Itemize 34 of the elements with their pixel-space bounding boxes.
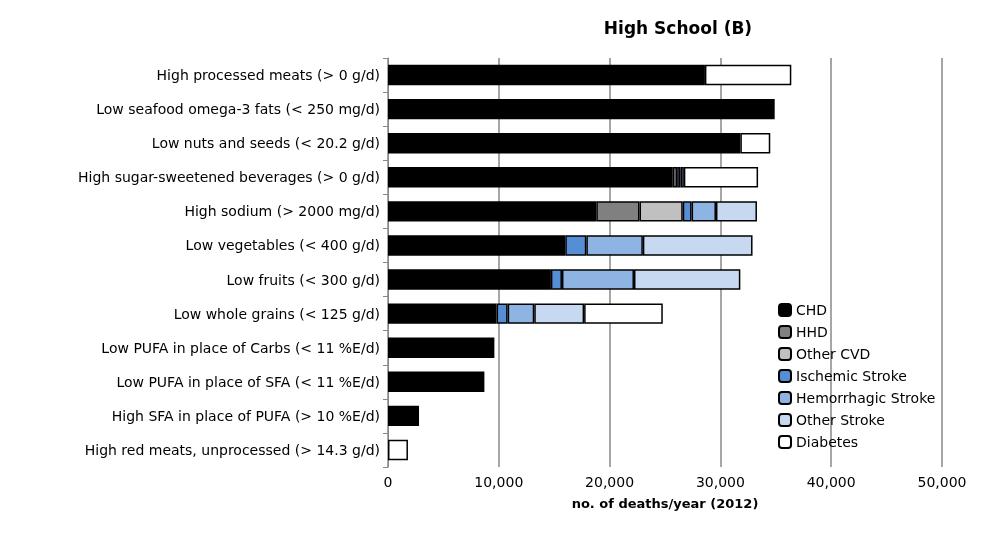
bar <box>683 167 759 188</box>
legend-label: Ischemic Stroke <box>796 368 907 384</box>
legend-label: CHD <box>796 302 828 318</box>
x-tick-label: 20,000 <box>585 474 635 490</box>
y-tick-label: Low vegetables (< 400 g/d) <box>185 237 380 254</box>
y-tick-label: High sodium (> 2000 mg/d) <box>184 203 380 220</box>
y-tick-label: Low seafood omega-3 fats (< 250 mg/d) <box>96 101 380 118</box>
bar <box>388 371 485 393</box>
bar <box>388 98 775 120</box>
bar <box>388 439 408 461</box>
y-tick-label: Low PUFA in place of SFA (< 11 %E/d) <box>116 373 380 390</box>
legend-label: Diabetes <box>796 434 859 450</box>
y-tick-label: Low whole grains (< 125 g/d) <box>173 305 380 322</box>
bar <box>388 167 673 188</box>
x-tick-label: 10,000 <box>474 474 524 490</box>
x-axis-title: no. of deaths/year (2012) <box>571 496 759 511</box>
y-tick-label: High SFA in place of PUFA (> 10 %E/d) <box>111 407 380 424</box>
x-tick-label: 40,000 <box>806 474 856 490</box>
legend-label: Other CVD <box>796 346 871 362</box>
y-tick-label: Low fruits (< 300 g/d) <box>226 271 380 288</box>
y-tick-label: High processed meats (> 0 g/d) <box>156 67 380 84</box>
legend-label: Hemorrhagic Stroke <box>796 390 936 406</box>
y-tick-label: Low PUFA in place of Carbs (< 11 %E/d) <box>101 339 380 356</box>
legend-label: Other Stroke <box>796 412 885 428</box>
x-tick-label: 50,000 <box>917 474 967 490</box>
x-tick-label: 0 <box>383 474 393 490</box>
y-tick-label: High sugar-sweetened beverages (> 0 g/d) <box>78 169 380 186</box>
y-tick-label: High red meats, unprocessed (> 14.3 g/d) <box>84 441 380 458</box>
y-tick-label: Low nuts and seeds (< 20.2 g/d) <box>151 135 380 152</box>
bar <box>388 337 495 358</box>
x-tick-label: 30,000 <box>695 474 745 490</box>
chart-title: High School (B) <box>603 17 753 38</box>
bar <box>388 405 420 427</box>
legend-label: HHD <box>796 324 828 340</box>
